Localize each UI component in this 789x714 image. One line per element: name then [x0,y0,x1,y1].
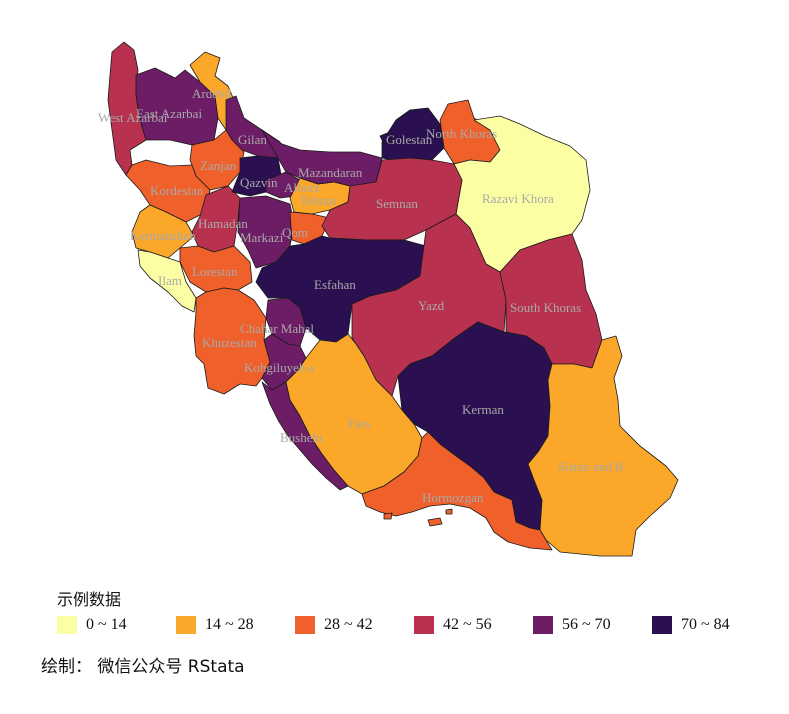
label-esfahan: Esfahan [314,277,356,292]
label-kermanshah: Kermanshah [130,228,196,243]
legend-item: 56 ~ 70 [533,616,652,634]
label-ardebil: Ardebil [192,86,232,101]
map-legend: 示例数据 0 ~ 14 14 ~ 28 28 ~ 42 42 ~ 56 56 ~… [57,586,771,634]
legend-item: 28 ~ 42 [295,616,414,634]
legend-item: 0 ~ 14 [57,616,176,634]
legend-title: 示例数据 [57,590,122,609]
legend-items: 0 ~ 14 14 ~ 28 28 ~ 42 42 ~ 56 56 ~ 70 7… [57,616,771,634]
island-hormozgan-3 [445,508,453,515]
province-ilam[interactable] [137,249,197,313]
legend-swatch [414,616,434,634]
label-south-khoras: South Khoras [510,300,581,315]
legend-item: 42 ~ 56 [414,616,533,634]
label-mazandaran: Mazandaran [298,165,363,180]
legend-label: 42 ~ 56 [443,616,492,633]
label-zanjan: Zanjan [200,158,237,173]
province-hormozgan[interactable] [361,431,553,551]
label-yazd: Yazd [418,298,445,313]
label-sistan-and-b: Sistan and B [558,459,624,474]
province-sistan-and-b[interactable] [527,335,679,557]
province-esfahan[interactable] [255,235,427,343]
province-golestan-coast [379,131,393,145]
legend-swatch [295,616,315,634]
legend-label: 14 ~ 28 [205,616,254,633]
label-kohgiluyeh: Kohgiluyeh a [244,360,315,375]
island-hormozgan-2 [383,512,393,520]
credit-footer: 绘制： 微信公众号 RStata [41,657,245,677]
label-khuzestan: Khuzestan [202,335,257,350]
legend-item: 70 ~ 84 [652,616,771,634]
legend-swatch [533,616,553,634]
label-tehran: Tehran [300,193,336,208]
label-gilan: Gilan [238,132,267,147]
label-north-khoras: North Khoras [426,126,497,141]
legend-swatch [57,616,77,634]
legend-label: 28 ~ 42 [324,616,373,633]
legend-label: 70 ~ 84 [681,616,730,633]
label-kordestan: Kordestan [150,183,204,198]
province-east-azarbai[interactable] [135,67,219,146]
label-east-azarbai: East Azarbai [136,106,202,121]
label-hormozgan: Hormozgan [422,490,484,505]
province-khuzestan[interactable] [193,287,271,395]
label-qazvin: Qazvin [240,175,278,190]
label-qom: Qom [282,225,308,240]
label-markazi: Markazi [240,230,284,245]
province-lorestan[interactable] [179,245,253,293]
label-hamadan: Hamadan [198,216,248,231]
label-golestan: Golestan [386,132,433,147]
legend-item: 14 ~ 28 [176,616,295,634]
legend-label: 56 ~ 70 [562,616,611,633]
label-bushehr: Bushehr [280,430,324,445]
legend-swatch [652,616,672,634]
label-kerman: Kerman [462,402,504,417]
label-semnan: Semnan [376,196,418,211]
label-chahar-mahal: Chahar Mahal [240,321,314,336]
legend-swatch [176,616,196,634]
island-hormozgan-1 [427,517,443,527]
label-fars: Fars [348,416,370,431]
label-ilam: Ilam [158,273,182,288]
legend-label: 0 ~ 14 [86,616,127,633]
label-razavi-khora: Razavi Khora [482,191,554,206]
label-lorestan: Lorestan [192,264,238,279]
iran-province-map: West Azarbai East Azarbai Ardebil Gilan … [98,41,679,557]
label-alborz: Alborz [284,180,320,195]
label-west-azarbai: West Azarbai [98,110,168,125]
